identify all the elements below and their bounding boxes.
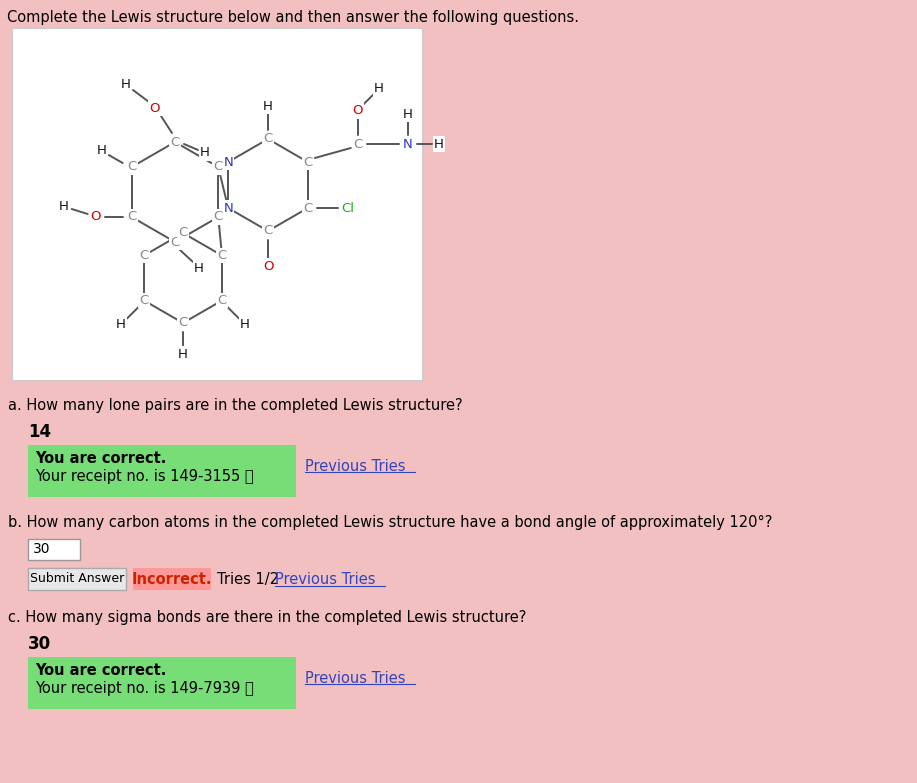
Text: H: H bbox=[121, 78, 131, 91]
Text: H: H bbox=[403, 107, 413, 121]
Text: O: O bbox=[149, 102, 160, 114]
Text: C: C bbox=[217, 294, 226, 307]
Text: O: O bbox=[91, 211, 101, 223]
Text: C: C bbox=[304, 156, 313, 168]
Text: C: C bbox=[263, 132, 272, 146]
Text: H: H bbox=[434, 138, 444, 150]
Bar bbox=[28, 539, 80, 560]
Text: C: C bbox=[139, 249, 149, 262]
Bar bbox=[28, 445, 296, 497]
Text: You are correct.: You are correct. bbox=[35, 451, 166, 466]
Text: C: C bbox=[263, 225, 272, 237]
Text: Submit Answer: Submit Answer bbox=[30, 572, 124, 585]
Text: C: C bbox=[127, 211, 137, 223]
Text: O: O bbox=[353, 104, 363, 117]
Text: N: N bbox=[223, 156, 233, 168]
Text: Incorrect.: Incorrect. bbox=[132, 572, 212, 587]
Text: C: C bbox=[304, 201, 313, 215]
Bar bbox=[133, 568, 211, 590]
Text: Previous Tries: Previous Tries bbox=[275, 572, 375, 587]
Text: H: H bbox=[200, 146, 210, 160]
Text: N: N bbox=[403, 138, 413, 150]
Text: H: H bbox=[240, 318, 250, 331]
Text: Previous Tries: Previous Tries bbox=[305, 459, 405, 474]
Text: C: C bbox=[139, 294, 149, 307]
Text: H: H bbox=[263, 99, 273, 113]
Text: H: H bbox=[97, 145, 106, 157]
Text: c. How many sigma bonds are there in the completed Lewis structure?: c. How many sigma bonds are there in the… bbox=[8, 610, 526, 625]
Text: H: H bbox=[194, 262, 204, 276]
Text: Previous Tries: Previous Tries bbox=[305, 671, 405, 686]
Text: Cl: Cl bbox=[341, 201, 354, 215]
Text: O: O bbox=[263, 259, 273, 272]
Text: C: C bbox=[179, 316, 188, 330]
Text: C: C bbox=[179, 226, 188, 240]
Text: Tries 1/2: Tries 1/2 bbox=[217, 572, 279, 587]
Text: Your receipt no. is 149-3155 ⓘ: Your receipt no. is 149-3155 ⓘ bbox=[35, 469, 254, 484]
Text: C: C bbox=[217, 249, 226, 262]
Bar bbox=[12, 28, 422, 380]
Text: H: H bbox=[178, 348, 188, 360]
Text: C: C bbox=[214, 161, 223, 174]
Bar bbox=[28, 657, 296, 709]
Text: C: C bbox=[214, 211, 223, 223]
Text: H: H bbox=[374, 81, 384, 95]
Text: b. How many carbon atoms in the completed Lewis structure have a bond angle of a: b. How many carbon atoms in the complete… bbox=[8, 515, 772, 530]
Text: C: C bbox=[353, 138, 362, 150]
Text: C: C bbox=[127, 161, 137, 174]
Text: 30: 30 bbox=[33, 542, 50, 556]
Text: H: H bbox=[116, 318, 126, 331]
Text: C: C bbox=[171, 135, 180, 149]
Text: C: C bbox=[171, 236, 180, 248]
Text: 14: 14 bbox=[28, 423, 51, 441]
Bar bbox=[28, 568, 126, 590]
Text: H: H bbox=[59, 200, 69, 214]
Text: 30: 30 bbox=[28, 635, 51, 653]
Text: a. How many lone pairs are in the completed Lewis structure?: a. How many lone pairs are in the comple… bbox=[8, 398, 462, 413]
Text: Your receipt no. is 149-7939 ⓘ: Your receipt no. is 149-7939 ⓘ bbox=[35, 681, 254, 696]
Text: Complete the Lewis structure below and then answer the following questions.: Complete the Lewis structure below and t… bbox=[7, 10, 579, 25]
Text: N: N bbox=[223, 201, 233, 215]
Text: You are correct.: You are correct. bbox=[35, 663, 166, 678]
